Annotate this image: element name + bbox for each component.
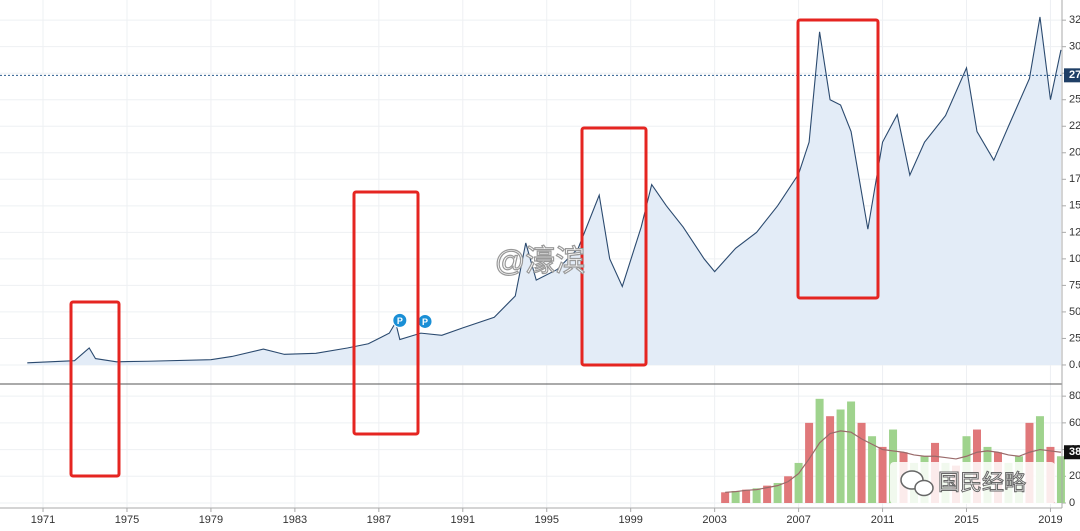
volume-bar [815, 398, 824, 503]
highlight-box [69, 300, 121, 478]
y-tick-label: 2500 [1069, 94, 1080, 106]
volume-bar [752, 488, 761, 503]
y-tick-label: 750 [1069, 279, 1080, 291]
y-tick-label: 200 [1069, 470, 1080, 482]
event-marker-label: P [422, 317, 428, 327]
last-volume-box [1064, 445, 1080, 460]
highlight-box [352, 190, 420, 436]
y-tick-label: 3250 [1069, 14, 1080, 26]
volume-bar [794, 462, 803, 503]
highlight-box [796, 18, 880, 300]
y-tick-label: 500 [1069, 306, 1080, 318]
watermark: @濠滨 [495, 245, 585, 278]
y-tick-label: 600 [1069, 417, 1080, 429]
y-tick-label: 1250 [1069, 226, 1080, 238]
x-tick-label: 2003 [702, 514, 726, 526]
y-tick-label: 1500 [1069, 200, 1080, 212]
volume-bar [868, 436, 877, 503]
y-tick-label: 0.00 [1069, 359, 1080, 371]
price-area [27, 16, 1061, 365]
y-tick-label: 1000 [1069, 253, 1080, 265]
volume-average [725, 430, 1062, 493]
x-tick-label: 2007 [786, 514, 810, 526]
last-volume-label: 380 [1069, 446, 1080, 458]
event-marker [392, 312, 408, 328]
y-tick-label: 250 [1069, 332, 1080, 344]
highlight-box [580, 126, 648, 367]
volume-bar [742, 489, 751, 503]
volume-bar [878, 446, 887, 503]
x-tick-label: 1991 [451, 514, 475, 526]
y-tick-label: 2000 [1069, 147, 1080, 159]
event-marker-label: P [397, 316, 403, 326]
x-tick-label: 2015 [954, 514, 978, 526]
x-tick-label: 1987 [367, 514, 391, 526]
x-tick-label: 2011 [871, 514, 895, 526]
x-tick-label: 1995 [534, 514, 558, 526]
highlight-boxes [69, 18, 880, 478]
volume-bar [763, 485, 772, 503]
y-tick-label: 3000 [1069, 41, 1080, 53]
volume-bar [847, 401, 856, 503]
x-tick-label: 1975 [115, 514, 139, 526]
price-line [27, 16, 1062, 364]
volume-bar [784, 476, 793, 503]
x-tick-label: 2019 [1038, 514, 1062, 526]
last-price-label: 2730 [1069, 69, 1080, 81]
y-tick-label: 1750 [1069, 173, 1080, 185]
y-tick-label: 2250 [1069, 120, 1080, 132]
x-tick-label: 1971 [31, 514, 55, 526]
volume-bar [773, 482, 782, 503]
wechat-icon [900, 470, 934, 497]
volume-bar [721, 492, 730, 503]
watermark-text: 国民经略 [938, 470, 1026, 495]
volume-bar [857, 422, 866, 503]
x-tick-label: 1983 [283, 514, 307, 526]
volume-bar [1035, 416, 1044, 503]
y-tick-label: 0 [1069, 497, 1075, 509]
volume-bar [1056, 456, 1065, 503]
y-tick-label: 800 [1069, 390, 1080, 402]
x-tick-label: 1999 [618, 514, 642, 526]
volume-bar [731, 490, 740, 503]
x-tick-label: 1979 [199, 514, 223, 526]
volume-bar [836, 409, 845, 503]
last-price-box [1064, 68, 1080, 83]
volume-bar [805, 422, 814, 503]
volume-bar [826, 416, 835, 503]
